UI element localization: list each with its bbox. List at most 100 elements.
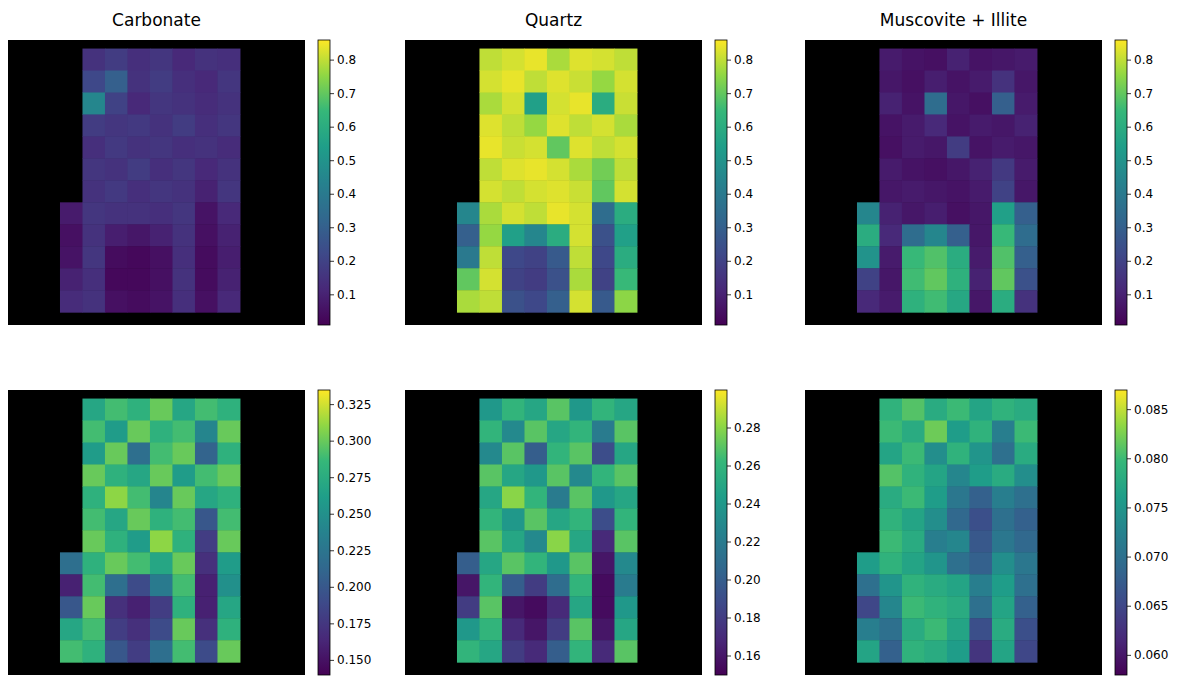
heatmap-cell bbox=[857, 640, 880, 662]
heatmap-cell bbox=[524, 574, 547, 596]
heatmap-cell bbox=[524, 552, 547, 574]
heatmap-cell bbox=[614, 596, 637, 618]
heatmap-cell bbox=[195, 268, 218, 290]
heatmap-cell bbox=[502, 640, 525, 662]
heatmap-cell bbox=[172, 596, 195, 618]
heatmap-cell bbox=[479, 464, 502, 486]
heatmap-cell bbox=[569, 640, 592, 662]
heatmap-cell bbox=[105, 158, 128, 180]
heatmap-cell bbox=[924, 180, 947, 202]
colorbar-tick-label: 0.2 bbox=[1134, 254, 1153, 268]
heatmap-cell bbox=[127, 640, 150, 662]
heatmap-cell bbox=[969, 114, 992, 136]
panel: Muscovite + Illite0.10.20.30.40.50.60.70… bbox=[805, 10, 1153, 325]
heatmap-cell bbox=[902, 92, 925, 114]
heatmap-cell bbox=[902, 399, 925, 421]
heatmap-cell bbox=[479, 202, 502, 224]
heatmap-cell bbox=[992, 640, 1015, 662]
heatmap-cell bbox=[879, 464, 902, 486]
heatmap-cell bbox=[195, 442, 218, 464]
heatmap-cell bbox=[614, 92, 637, 114]
heatmap-cell bbox=[172, 552, 195, 574]
heatmap-cell bbox=[547, 421, 570, 443]
heatmap-cell bbox=[479, 136, 502, 158]
heatmap-cell bbox=[195, 180, 218, 202]
heatmap-cell bbox=[969, 49, 992, 71]
heatmap-cell bbox=[105, 508, 128, 530]
heatmap-cell bbox=[457, 290, 480, 312]
heatmap-cell bbox=[614, 246, 637, 268]
heatmap-cell bbox=[60, 268, 83, 290]
heatmap-cell bbox=[924, 114, 947, 136]
heatmap-cell bbox=[127, 180, 150, 202]
panel: 0.1500.1750.2000.2250.2500.2750.3000.325 bbox=[8, 390, 371, 675]
heatmap-cell bbox=[127, 421, 150, 443]
colorbar-tick bbox=[330, 660, 334, 661]
heatmap-cell bbox=[82, 486, 105, 508]
heatmap-cell bbox=[569, 290, 592, 312]
heatmap-cell bbox=[105, 71, 128, 93]
heatmap-cell bbox=[547, 71, 570, 93]
heatmap-cell bbox=[547, 224, 570, 246]
heatmap-cell bbox=[479, 268, 502, 290]
heatmap-cell bbox=[924, 158, 947, 180]
heatmap-cell bbox=[857, 290, 880, 312]
heatmap-cell bbox=[195, 552, 218, 574]
heatmap-cell bbox=[902, 290, 925, 312]
colorbar-frame bbox=[1115, 390, 1127, 675]
heatmap-cell bbox=[614, 136, 637, 158]
heatmap-cell bbox=[947, 158, 970, 180]
heatmap-cell bbox=[172, 268, 195, 290]
heatmap-cell bbox=[902, 224, 925, 246]
heatmap-cell bbox=[569, 596, 592, 618]
heatmap-cell bbox=[992, 92, 1015, 114]
heatmap-cell bbox=[105, 486, 128, 508]
heatmap-cell bbox=[924, 640, 947, 662]
heatmap-cell bbox=[857, 202, 880, 224]
colorbar-tick-label: 0.8 bbox=[1134, 53, 1153, 67]
heatmap-cell bbox=[150, 508, 173, 530]
heatmap-cell bbox=[1014, 114, 1037, 136]
heatmap-cell bbox=[879, 246, 902, 268]
heatmap-cell bbox=[172, 290, 195, 312]
heatmap-cell bbox=[614, 552, 637, 574]
colorbar-tick bbox=[727, 194, 731, 195]
heatmap-cell bbox=[82, 180, 105, 202]
heatmap-cell bbox=[105, 530, 128, 552]
colorbar-tick-label: 0.1 bbox=[1134, 288, 1153, 302]
heatmap-cell bbox=[502, 618, 525, 640]
heatmap-cell bbox=[857, 268, 880, 290]
heatmap-cell bbox=[1014, 180, 1037, 202]
heatmap-cell bbox=[969, 530, 992, 552]
heatmap-cell bbox=[614, 71, 637, 93]
heatmap-cell bbox=[879, 640, 902, 662]
heatmap-cell bbox=[924, 49, 947, 71]
heatmap-cell bbox=[614, 618, 637, 640]
heatmap-cell bbox=[902, 508, 925, 530]
heatmap-cell bbox=[150, 618, 173, 640]
heatmap-cell bbox=[992, 246, 1015, 268]
heatmap-cell bbox=[524, 596, 547, 618]
heatmap-cell bbox=[902, 574, 925, 596]
colorbar-tick-label: 0.6 bbox=[734, 120, 753, 134]
heatmap-cell bbox=[569, 180, 592, 202]
heatmap-cell bbox=[479, 618, 502, 640]
colorbar-tick-label: 0.6 bbox=[1134, 120, 1153, 134]
heatmap-cell bbox=[82, 508, 105, 530]
heatmap-cell bbox=[524, 618, 547, 640]
colorbar-tick-label: 0.070 bbox=[1134, 550, 1168, 564]
colorbar-tick bbox=[1127, 194, 1131, 195]
heatmap-cell bbox=[969, 486, 992, 508]
heatmap-cell bbox=[457, 596, 480, 618]
heatmap-cell bbox=[524, 158, 547, 180]
heatmap-cell bbox=[924, 224, 947, 246]
colorbar-tick-label: 0.8 bbox=[337, 53, 356, 67]
colorbar-tick bbox=[330, 60, 334, 61]
heatmap-cell bbox=[614, 508, 637, 530]
heatmap-cell bbox=[172, 136, 195, 158]
heatmap-cell bbox=[172, 49, 195, 71]
panel: 0.160.180.200.220.240.260.28 bbox=[405, 390, 761, 675]
heatmap-cell bbox=[947, 92, 970, 114]
heatmap-cell bbox=[947, 290, 970, 312]
heatmap-cell bbox=[969, 596, 992, 618]
